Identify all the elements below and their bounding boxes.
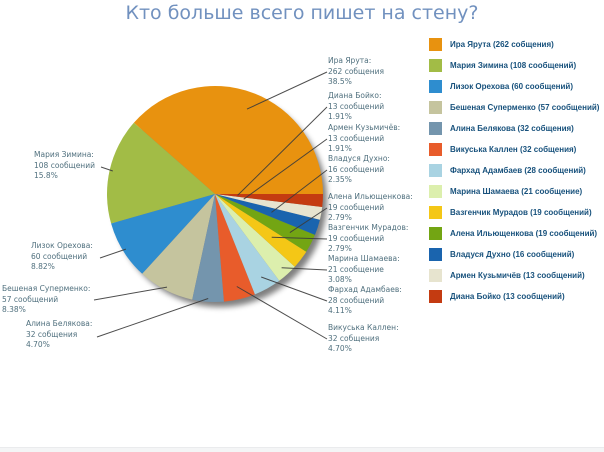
slice-label: Алена Ильющенкова: 19 сообщений 2.79% — [328, 192, 413, 222]
legend-swatch — [429, 122, 442, 135]
legend-label: Лизок Орехова (60 сообщений) — [450, 82, 573, 91]
legend-swatch — [429, 38, 442, 51]
legend-item[interactable]: Диана Бойко (13 сообщений) — [429, 290, 604, 303]
legend-item[interactable]: Вазгенчик Мурадов (19 сообщений) — [429, 206, 604, 219]
bottom-strip — [0, 447, 604, 452]
leader-line-6 — [261, 276, 328, 302]
legend-item[interactable]: Ира Ярута (262 собщения) — [429, 38, 604, 51]
legend-label: Викуська Каллен (32 собщения) — [450, 145, 577, 154]
slice-label: Владуся Духно: 16 сообщений 2.35% — [328, 154, 390, 184]
leader-line-8 — [271, 236, 328, 240]
slice-label: Вазгенчик Мурадов: 19 сообщений 2.79% — [328, 223, 409, 253]
leader-line-7 — [281, 267, 328, 271]
legend-swatch — [429, 227, 442, 240]
legend-item[interactable]: Мария Зимина (108 сообщений) — [429, 59, 604, 72]
slice-label: Армен Кузьмичёв: 13 сообщений 1.91% — [328, 123, 401, 153]
slice-label: Бешеная Суперменко: 57 сообщений 8.38% — [2, 284, 91, 314]
pie-slice-11[interactable] — [215, 194, 323, 220]
legend-label: Армен Кузьмичёв (13 сообщений) — [450, 271, 585, 280]
chart-title: Кто больше всего пишет на стену? — [125, 2, 479, 24]
legend: Ира Ярута (262 собщения) Мария Зимина (1… — [429, 38, 604, 311]
pie-slices — [106, 86, 323, 303]
slice-label: Марина Шамаева: 21 сообщение 3.08% — [328, 254, 400, 284]
pie-slice-0[interactable] — [133, 86, 323, 194]
legend-item[interactable]: Бешеная Суперменко (57 сообщений) — [429, 101, 604, 114]
legend-item[interactable]: Алина Белякова (32 собщения) — [429, 122, 604, 135]
leader-lines — [93, 71, 328, 340]
legend-swatch — [429, 59, 442, 72]
leader-line-10 — [271, 169, 328, 213]
legend-label: Мария Зимина (108 сообщений) — [450, 61, 577, 70]
slice-label: Фархад Адамбаев: 28 сообщений 4.11% — [328, 285, 402, 315]
pie-slice-7[interactable] — [215, 194, 295, 281]
legend-label: Марина Шамаева (21 сообщение) — [450, 187, 583, 196]
pie-slice-6[interactable] — [215, 194, 280, 295]
legend-swatch — [429, 269, 442, 282]
legend-swatch — [429, 80, 442, 93]
slice-label: Алина Белякова: 32 собщения 4.70% — [26, 319, 93, 349]
legend-label: Алина Белякова (32 собщения) — [450, 124, 574, 133]
pie-slice-3[interactable] — [142, 194, 215, 300]
legend-item[interactable]: Фархад Адамбаев (28 сообщений) — [429, 164, 604, 177]
legend-swatch — [429, 101, 442, 114]
legend-swatch — [429, 206, 442, 219]
legend-label: Владуся Духно (16 сообщений) — [450, 250, 575, 259]
slice-label: Диана Бойко: 13 сообщений 1.91% — [328, 91, 385, 121]
slice-label: Мария Зимина: 108 сообщений 15.8% — [34, 150, 95, 180]
slice-label: Викуська Каллен: 32 собщения 4.70% — [328, 323, 399, 353]
leader-line-11 — [243, 138, 328, 200]
leader-line-3 — [93, 286, 168, 301]
legend-swatch — [429, 143, 442, 156]
legend-item[interactable]: Владуся Духно (16 сообщений) — [429, 248, 604, 261]
leader-line-0 — [246, 71, 328, 110]
legend-label: Бешеная Суперменко (57 сообщений) — [450, 103, 600, 112]
legend-swatch — [429, 164, 442, 177]
legend-item[interactable]: Армен Кузьмичёв (13 сообщений) — [429, 269, 604, 282]
pie-slice-2[interactable] — [111, 194, 215, 274]
leader-line-1 — [100, 166, 113, 172]
pie-slice-4[interactable] — [192, 194, 224, 303]
pie-slice-12[interactable] — [215, 194, 323, 207]
pie-slice-8[interactable] — [215, 194, 307, 267]
pie-slice-5[interactable] — [215, 194, 255, 302]
slice-label: Ира Ярута: 262 собщения 38.5% — [328, 56, 385, 86]
legend-swatch — [429, 290, 442, 303]
legend-item[interactable]: Лизок Орехова (60 сообщений) — [429, 80, 604, 93]
pie-slice-1[interactable] — [106, 122, 215, 224]
leader-line-2 — [99, 248, 127, 259]
slice-label: Лизок Орехова: 60 сообщений 8.82% — [31, 241, 93, 271]
leader-line-4 — [96, 298, 209, 338]
legend-item[interactable]: Марина Шамаева (21 сообщение) — [429, 185, 604, 198]
legend-label: Алена Ильющенкова (19 сообщений) — [450, 229, 598, 238]
legend-label: Диана Бойко (13 сообщений) — [450, 292, 565, 301]
legend-item[interactable]: Викуська Каллен (32 собщения) — [429, 143, 604, 156]
leader-line-5 — [236, 286, 328, 340]
legend-label: Ира Ярута (262 собщения) — [450, 40, 554, 49]
leader-line-9 — [289, 207, 328, 234]
legend-label: Вазгенчик Мурадов (19 сообщений) — [450, 208, 592, 217]
legend-item[interactable]: Алена Ильющенкова (19 сообщений) — [429, 227, 604, 240]
leader-line-12 — [237, 106, 328, 196]
pie-slice-10[interactable] — [215, 194, 320, 235]
pie-slice-9[interactable] — [215, 194, 315, 252]
legend-swatch — [429, 185, 442, 198]
legend-swatch — [429, 248, 442, 261]
legend-label: Фархад Адамбаев (28 сообщений) — [450, 166, 586, 175]
